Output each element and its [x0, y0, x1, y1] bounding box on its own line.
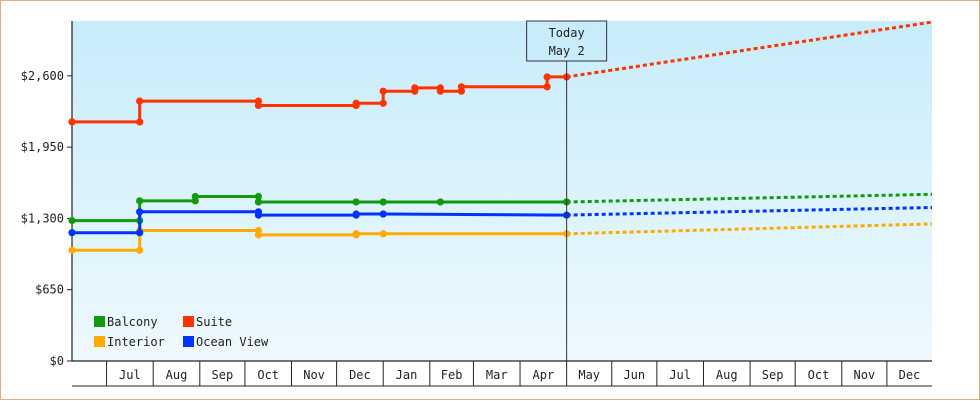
series-suite	[68, 20, 933, 126]
month-label: Jun	[623, 368, 645, 382]
data-point-interior	[254, 231, 263, 239]
today-date: May 2	[549, 44, 585, 58]
legend-label-ocean-view: Ocean View	[196, 335, 269, 349]
legend-swatch-balcony	[94, 316, 105, 327]
series-line-suite	[72, 75, 567, 124]
forecast-line-suite	[566, 20, 933, 79]
today-box	[526, 20, 608, 62]
month-label: Aug	[716, 368, 738, 382]
month-label: Nov	[303, 368, 325, 382]
month-label: Aug	[166, 368, 188, 382]
data-point-balcony	[379, 198, 387, 206]
data-point-suite	[436, 87, 444, 95]
data-point-ocean-view	[379, 210, 387, 218]
y-tick-label: $650	[35, 283, 64, 297]
data-point-suite	[352, 99, 360, 107]
month-label: Jul	[119, 368, 141, 382]
month-label: Dec	[899, 368, 921, 382]
data-point-interior	[379, 230, 387, 238]
legend-swatch-interior	[94, 336, 105, 347]
y-tick-label: $2,600	[21, 69, 64, 83]
data-point-balcony	[352, 198, 360, 206]
data-point-suite	[411, 84, 419, 92]
data-point-suite	[457, 83, 466, 91]
month-label: Oct	[257, 368, 279, 382]
legend-label-suite: Suite	[196, 315, 232, 329]
data-point-balcony	[136, 197, 144, 205]
month-label: Jan	[396, 368, 418, 382]
series-ocean-view	[68, 206, 933, 237]
legend-label-interior: Interior	[107, 335, 165, 349]
today-label: Today	[549, 26, 585, 40]
data-point-suite	[136, 97, 144, 105]
data-point-ocean-view	[352, 210, 360, 218]
y-tick-label: $1,300	[21, 211, 64, 225]
month-label: Feb	[441, 368, 463, 382]
month-label: Dec	[349, 368, 371, 382]
y-tick-label: $1,950	[21, 140, 64, 154]
data-point-ocean-view	[68, 229, 76, 237]
series-balcony	[68, 192, 933, 225]
month-label: Nov	[853, 368, 875, 382]
data-point-interior	[352, 230, 360, 238]
data-point-balcony	[191, 192, 199, 201]
plot-background	[72, 21, 932, 361]
month-label: Oct	[808, 368, 830, 382]
data-point-suite	[543, 73, 551, 81]
month-label: Apr	[533, 368, 555, 382]
data-point-suite	[254, 101, 263, 110]
data-point-suite	[543, 83, 551, 91]
data-point-suite	[136, 118, 144, 126]
data-point-suite	[68, 118, 76, 126]
forecast-line-balcony	[566, 192, 933, 204]
forecast-line-ocean-view	[566, 206, 933, 217]
data-point-ocean-view	[254, 211, 263, 219]
data-point-interior	[68, 246, 76, 254]
data-point-balcony	[68, 217, 76, 225]
legend-swatch-ocean-view	[183, 336, 194, 347]
month-label: Mar	[486, 368, 508, 382]
data-point-ocean-view	[136, 208, 144, 216]
month-label: Sep	[762, 368, 784, 382]
legend-label-balcony: Balcony	[107, 315, 158, 329]
data-point-balcony	[254, 198, 263, 206]
month-label: Sep	[212, 368, 234, 382]
data-point-suite	[379, 87, 387, 95]
legend-swatch-suite	[183, 316, 194, 327]
data-point-suite	[379, 99, 387, 107]
month-label: Jul	[669, 368, 691, 382]
data-point-balcony	[436, 198, 444, 206]
month-label: May	[578, 368, 600, 382]
forecast-line-interior	[566, 222, 933, 236]
y-tick-label: $0	[50, 354, 64, 368]
data-point-ocean-view	[136, 229, 144, 237]
data-point-balcony	[254, 192, 263, 201]
data-point-interior	[136, 246, 144, 254]
